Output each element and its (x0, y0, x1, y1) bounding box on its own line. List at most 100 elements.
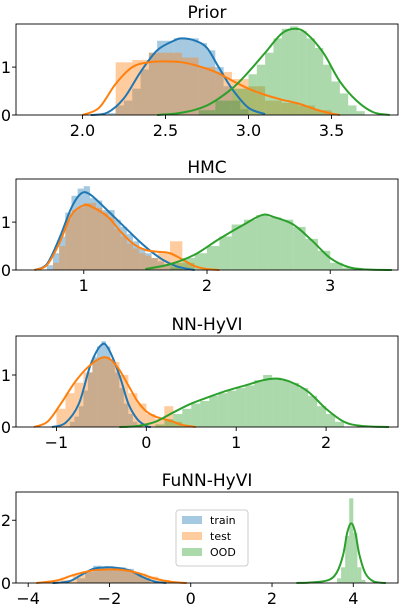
hist-bar-train (240, 109, 249, 115)
hist-bar-test (97, 570, 110, 583)
hist-bar-test (65, 393, 75, 427)
hist-bar-train (77, 188, 84, 270)
hist-bar-ood (263, 375, 273, 427)
hist-bar-train (52, 253, 60, 270)
hist-bar-test (119, 375, 129, 427)
hist-bar-train (128, 414, 133, 427)
hist-bar-train (115, 105, 124, 115)
y-tick-label: 0 (1, 574, 11, 593)
hist-bar-test (120, 236, 127, 270)
hist-bar-test (137, 403, 147, 427)
hist-bar-train (119, 388, 124, 427)
kde-line-test (36, 568, 187, 584)
hist-bar-train (126, 234, 134, 270)
hist-bar-ood (215, 100, 232, 115)
hist-bar-test (155, 419, 165, 427)
hist-bar-train (110, 359, 115, 427)
x-tick-label: 3 (325, 276, 335, 295)
panel-title: NN-HyVI (171, 315, 242, 335)
x-tick-label: 2 (267, 589, 277, 608)
hist-bar-ood (290, 26, 299, 115)
x-tick-label: 0 (141, 433, 151, 452)
hist-bar-train (101, 567, 110, 583)
hist-bar-ood (236, 388, 246, 427)
hist-bar-test (231, 79, 249, 115)
hist-bar-ood (335, 421, 345, 427)
x-tick-label: 2 (202, 276, 212, 295)
hist-bar-ood (280, 219, 294, 270)
hist-bar-train (132, 421, 138, 427)
kde-line-train (34, 191, 195, 271)
hist-bar-test (108, 217, 115, 270)
hist-bar-train (87, 372, 93, 427)
hist-bar-ood (265, 52, 274, 115)
hist-bar-test (165, 52, 183, 115)
hist-bar-train (96, 346, 102, 427)
x-tick-label: 2 (321, 433, 331, 452)
hist-bar-test (92, 359, 102, 427)
hist-bar-ood (326, 414, 336, 427)
hist-bar-test (65, 219, 72, 270)
hist-bar-test (314, 110, 332, 115)
hist-bar-test (72, 575, 86, 583)
hist-bar-ood (341, 567, 346, 583)
panel-title: FuNN-HyVI (162, 471, 253, 491)
hist-bar-ood (254, 380, 264, 427)
hist-bar-train (114, 372, 120, 427)
hist-bar-test (96, 207, 103, 270)
hist-bar-train (107, 113, 116, 115)
hist-bar-ood (273, 38, 282, 115)
hist-bar-ood (182, 408, 192, 427)
hist-bar-train (92, 356, 97, 427)
hist-bar-test (281, 103, 299, 115)
y-tick-label: 0 (1, 106, 11, 125)
hist-bar-test (83, 202, 90, 270)
hist-bar-ood (330, 262, 343, 270)
hist-bar-ood (361, 579, 366, 583)
hist-bar-train (139, 248, 146, 270)
x-tick-label: 2.0 (70, 121, 95, 140)
hist-bar-ood (200, 401, 210, 427)
hist-bar-train (83, 186, 90, 270)
axes-frame (15, 23, 399, 116)
x-tick-label: −4 (16, 589, 40, 608)
hist-bar-ood (305, 238, 318, 270)
hist-bar-train (120, 226, 127, 270)
hist-bar-test (102, 212, 109, 270)
kde-line-test (33, 356, 196, 428)
hist-bar-train (133, 241, 140, 270)
y-tick-label: 1 (1, 213, 11, 232)
panel-title: Prior (187, 3, 226, 23)
hist-bar-test (85, 572, 98, 583)
hist-bar-test (89, 202, 97, 270)
hist-bar-test (126, 243, 134, 270)
x-tick-label: 0 (186, 589, 196, 608)
y-tick-label: 0 (1, 418, 11, 437)
hist-bar-train (76, 578, 86, 583)
hist-bar-ood (268, 217, 281, 270)
panel-nn-hyvi: NN-HyVI −1 0 1 2 0 1 (1, 315, 399, 452)
hist-bar-train (108, 210, 115, 270)
x-tick-label: −2 (98, 589, 122, 608)
hist-bar-ood (337, 578, 342, 583)
kde-line-ood (145, 213, 392, 271)
kde-line-test (34, 203, 220, 271)
panel-title: HMC (187, 158, 226, 178)
axes-frame (15, 335, 399, 428)
hist-bar-ood (299, 388, 309, 427)
kde-line-train (51, 342, 152, 428)
hist-bar-test (133, 573, 147, 583)
hist-bar-ood (248, 74, 257, 115)
hist-bar-train (207, 50, 216, 116)
hist-bar-ood (155, 424, 165, 427)
legend-label-test: test (210, 530, 232, 543)
hist-bar-test (56, 408, 66, 427)
x-tick-label: 3.0 (236, 121, 261, 140)
hist-bar-ood (194, 253, 207, 270)
hist-bar-test (151, 258, 158, 270)
kde-line-train (52, 566, 167, 584)
hist-bar-test (164, 406, 174, 427)
hist-bar-test (101, 356, 111, 427)
hist-bar-train (59, 236, 66, 270)
